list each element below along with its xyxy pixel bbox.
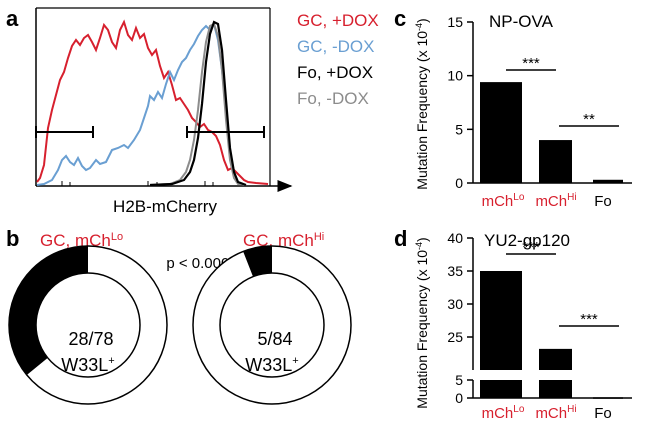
gate-mch-hi — [186, 126, 265, 138]
chart-d-y-tick-label: 0 — [455, 390, 463, 406]
chart-d-y-tick-label: 40 — [447, 230, 463, 246]
chart-d-y-tick-label: 35 — [447, 263, 463, 279]
series-line-gc-plus-dox — [36, 19, 269, 185]
donut-hole — [219, 272, 325, 378]
donut-hole — [35, 272, 141, 378]
legend-item-gc-plus-dox: GC, +DOX — [297, 11, 379, 30]
legend-item-gc-minus-dox: GC, -DOX — [297, 37, 374, 56]
chart-c-significance: *** ** — [506, 55, 619, 128]
donut-wedge-w33l — [8, 246, 89, 375]
panel-letter-a: a — [6, 6, 19, 31]
chart-d-bar — [593, 397, 623, 399]
donut-hi-count: 5/84 — [257, 329, 292, 349]
chart-d-x-tick-label: mChLo — [482, 404, 525, 422]
donut-lo-label: W33L+ — [61, 355, 114, 375]
chart-c-bar — [480, 82, 522, 183]
series-line-fo-plus-dox — [149, 20, 247, 187]
chart-c-y-tick-label: 15 — [447, 14, 463, 30]
donut-title-hi: GC, mChHi — [243, 231, 324, 250]
panel-d-bar-chart: d YU2-gp120 Mutation Frequency (x 10-4) … — [394, 226, 632, 422]
chart-d-y-ticks: 0 5 25 30 35 40 — [447, 230, 473, 406]
chart-c-sig-1: *** — [522, 55, 540, 72]
chart-c-y-tick-label: 0 — [455, 175, 463, 191]
panel-a-histogram: a H2B-mCherry — [6, 6, 379, 216]
panel-letter-c: c — [394, 6, 406, 31]
panel-letter-b: b — [6, 226, 19, 251]
chart-d-sig-2: *** — [580, 311, 598, 328]
chart-c-title: NP-OVA — [489, 12, 554, 31]
histogram-legend: GC, +DOX GC, -DOX Fo, +DOX Fo, -DOX — [297, 11, 379, 108]
chart-d-x-tick-label: mChHi — [535, 404, 576, 422]
series-line-gc-minus-dox — [36, 21, 245, 186]
chart-c-y-tick-label: 5 — [455, 121, 463, 137]
chart-d-bar-upper — [539, 348, 572, 370]
chart-d-bar-upper — [480, 271, 522, 370]
chart-d-x-labels: mChLo mChHi Fo — [482, 404, 612, 422]
gate-mch-lo — [35, 126, 94, 138]
chart-c-y-tick-label: 10 — [447, 68, 463, 84]
donut-hi-label: W33L+ — [245, 355, 298, 375]
chart-d-bar-lower — [480, 380, 522, 398]
donut-lo-count: 28/78 — [68, 329, 113, 349]
donut-wedge-w33l — [243, 246, 272, 277]
donut-mch-hi — [192, 245, 352, 405]
donut-title-lo: GC, mChLo — [40, 231, 123, 250]
panel-c-bar-chart: c NP-OVA Mutation Frequency (x 10-4) 0 5 1… — [394, 6, 632, 210]
chart-c-sig-2: ** — [583, 111, 595, 128]
chart-d-bar-lower — [539, 380, 572, 398]
chart-c-y-ticks: 0 5 10 15 — [447, 14, 473, 191]
series-line-fo-minus-dox — [149, 22, 247, 186]
chart-c-bars — [480, 82, 623, 183]
chart-d-sig-1: *** — [522, 239, 540, 256]
chart-c-x-labels: mChLo mChHi Fo — [482, 192, 612, 210]
chart-d-bars — [480, 271, 623, 399]
chart-c-x-tick-label: mChLo — [482, 192, 525, 210]
legend-item-fo-minus-dox: Fo, -DOX — [297, 89, 369, 108]
chart-d-significance: *** *** — [506, 239, 619, 328]
chart-d-y-label: Mutation Frequency (x 10-4) — [414, 237, 430, 408]
chart-c-x-tick-label: Fo — [594, 193, 612, 210]
panel-b-donuts: b GC, mChLo GC, mChHi p < 0.0001 28/78 W… — [6, 226, 352, 405]
histogram-x-ticks — [61, 181, 214, 186]
chart-c-y-label: Mutation Frequency (x 10-4) — [414, 18, 430, 189]
chart-d-x-tick-label: Fo — [594, 405, 612, 422]
histogram-x-label: H2B-mCherry — [113, 197, 217, 216]
chart-c-bar — [539, 140, 572, 183]
chart-d-title: YU2-gp120 — [484, 231, 570, 250]
chart-c-x-tick-label: mChHi — [535, 192, 576, 210]
chart-d-y-tick-label: 25 — [447, 329, 463, 345]
chart-c-bar — [593, 179, 623, 183]
panel-letter-d: d — [394, 226, 407, 251]
chart-d-y-tick-label: 30 — [447, 296, 463, 312]
legend-item-fo-plus-dox: Fo, +DOX — [297, 63, 373, 82]
chart-d-y-tick-label: 5 — [455, 372, 463, 388]
donut-mch-lo — [8, 245, 168, 405]
